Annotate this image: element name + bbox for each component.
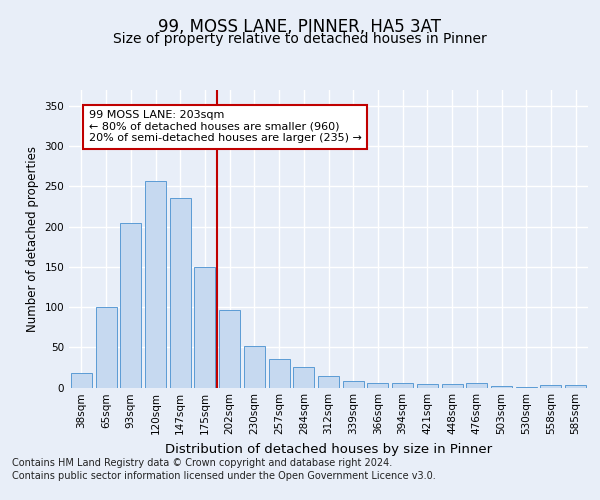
Bar <box>95 307 116 388</box>
X-axis label: Distribution of detached houses by size in Pinner: Distribution of detached houses by size … <box>165 443 492 456</box>
Y-axis label: Number of detached properties: Number of detached properties <box>26 146 39 332</box>
Bar <box>516 386 537 388</box>
Bar <box>219 310 240 388</box>
Bar <box>491 386 512 388</box>
Bar <box>170 198 191 388</box>
Bar <box>194 267 215 388</box>
Text: Size of property relative to detached houses in Pinner: Size of property relative to detached ho… <box>113 32 487 46</box>
Bar <box>318 376 339 388</box>
Bar <box>417 384 438 388</box>
Text: 99 MOSS LANE: 203sqm
← 80% of detached houses are smaller (960)
20% of semi-deta: 99 MOSS LANE: 203sqm ← 80% of detached h… <box>89 110 362 144</box>
Text: 99, MOSS LANE, PINNER, HA5 3AT: 99, MOSS LANE, PINNER, HA5 3AT <box>158 18 442 36</box>
Bar <box>466 384 487 388</box>
Bar <box>145 181 166 388</box>
Bar <box>541 385 562 388</box>
Bar <box>442 384 463 388</box>
Bar <box>343 381 364 388</box>
Bar <box>269 360 290 388</box>
Bar <box>293 368 314 388</box>
Bar <box>367 382 388 388</box>
Text: Contains HM Land Registry data © Crown copyright and database right 2024.: Contains HM Land Registry data © Crown c… <box>12 458 392 468</box>
Bar <box>120 224 141 388</box>
Bar <box>392 384 413 388</box>
Bar <box>71 373 92 388</box>
Bar <box>244 346 265 388</box>
Bar <box>565 385 586 388</box>
Text: Contains public sector information licensed under the Open Government Licence v3: Contains public sector information licen… <box>12 471 436 481</box>
